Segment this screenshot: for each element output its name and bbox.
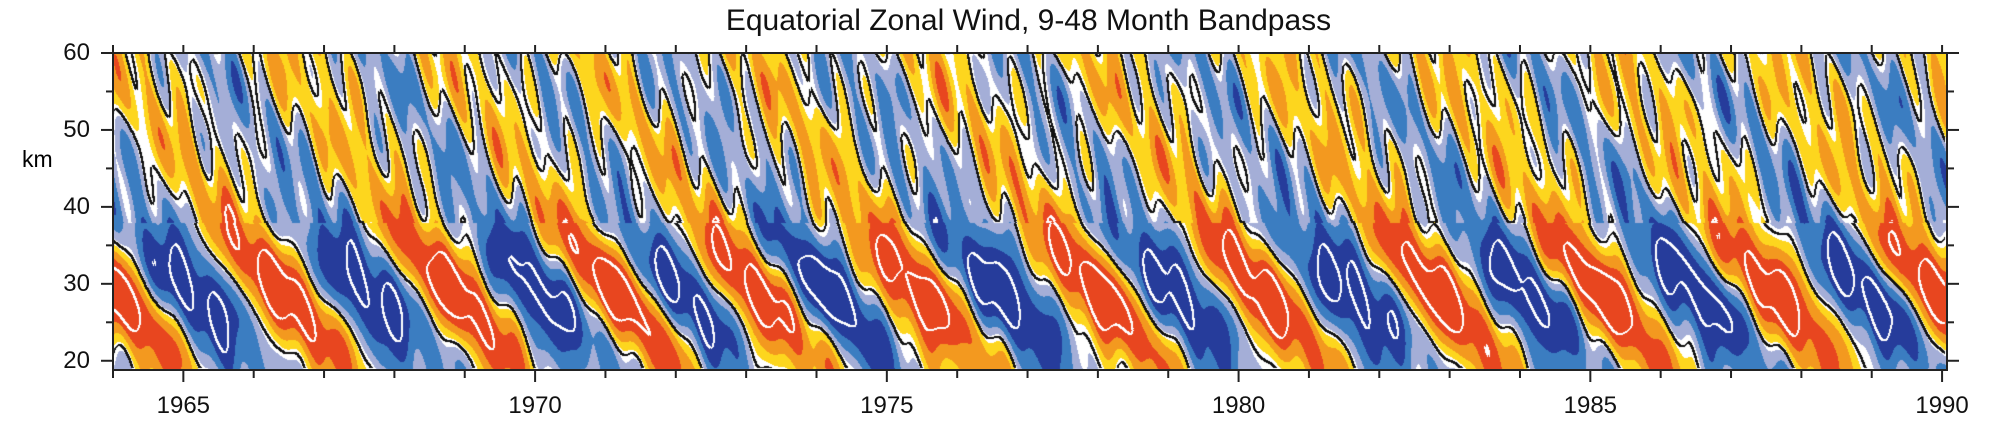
plot-frame [112,52,1948,371]
y-tick-label: 30 [63,269,90,297]
y-tick-label: 40 [63,192,90,220]
y-axis-label: km [22,146,53,172]
contour-field [113,53,1947,370]
x-tick-label: 1980 [1211,392,1266,419]
y-tick-label: 20 [63,346,90,374]
plot-area [101,45,1959,382]
chart-title: Equatorial Zonal Wind, 9-48 Month Bandpa… [725,4,1332,37]
x-tick-label: 1990 [1915,392,1969,419]
x-tick-label: 1970 [508,392,562,419]
axes [101,45,1959,382]
x-tick-label: 1985 [1563,392,1618,419]
y-tick-label: 50 [63,115,90,143]
x-tick-label: 1975 [860,392,914,419]
y-tick-label: 60 [63,39,90,66]
x-tick-label: 1965 [156,392,211,419]
